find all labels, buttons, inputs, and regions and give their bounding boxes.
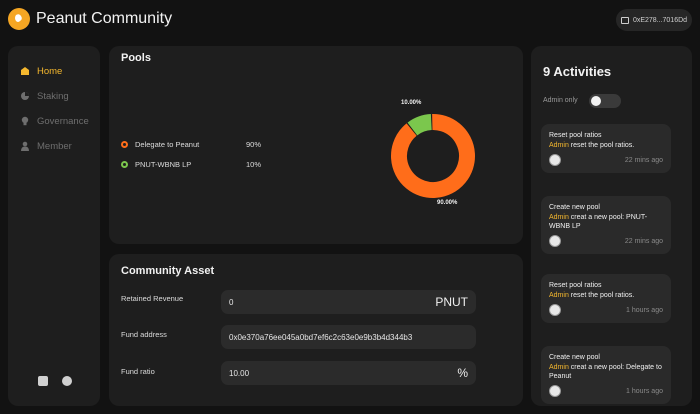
fund-address-label: Fund address [121, 330, 167, 339]
activity-item[interactable]: Create new pool Admin creat a new pool: … [541, 346, 671, 404]
activity-text: reset the pool ratios. [568, 142, 635, 149]
sidebar-item-label: Governance [37, 115, 89, 127]
pools-title: Pools [121, 52, 151, 64]
pool-legend-item: PNUT-WBNB LP 10% [121, 160, 261, 169]
toggle-knob [591, 96, 601, 106]
activity-description: Admin reset the pool ratios. [549, 141, 663, 150]
avatar [549, 154, 561, 166]
pool-legend-item: Delegate to Peanut 90% [121, 140, 261, 149]
retained-revenue-unit: PNUT [435, 295, 468, 309]
sidebar-item-label: Home [37, 65, 63, 77]
pie-label-delegate: 90.00% [437, 200, 458, 206]
app-header: Peanut Community 0xE278...7016Dd [0, 0, 700, 40]
activity-title: Reset pool ratios [549, 132, 602, 139]
activity-time: 22 mins ago [624, 237, 663, 245]
avatar [549, 304, 561, 316]
activity-time: 1 hours ago [626, 306, 663, 314]
admin-only-label: Admin only [543, 97, 578, 104]
admin-only-toggle[interactable] [589, 94, 621, 108]
fund-ratio-label: Fund ratio [121, 367, 155, 376]
social-links [38, 376, 72, 386]
activity-actor: Admin [549, 364, 569, 371]
activity-item[interactable]: Reset pool ratios Admin reset the pool r… [541, 274, 671, 323]
retained-revenue-label: Retained Revenue [121, 294, 184, 303]
activity-time: 22 mins ago [624, 156, 663, 164]
sidebar-item-label: Member [37, 140, 72, 152]
sidebar-item-home[interactable]: Home [20, 64, 62, 78]
fund-ratio-unit: % [457, 366, 468, 380]
pool-color-dot [121, 161, 128, 168]
discord-icon[interactable] [38, 376, 48, 386]
lightbulb-icon [21, 116, 29, 126]
pie-label-lp: 10.00% [401, 100, 422, 106]
user-icon [21, 141, 29, 151]
wallet-address: 0xE278...7016Dd [632, 16, 688, 24]
activity-text: reset the pool ratios. [568, 292, 635, 299]
sidebar-item-member[interactable]: Member [20, 139, 72, 153]
peanut-logo [8, 8, 30, 30]
pie-chart-icon [21, 92, 29, 100]
activity-description: Admin creat a new pool: PNUT-WBNB LP [549, 213, 663, 231]
activity-actor: Admin [549, 214, 569, 221]
activity-item[interactable]: Reset pool ratios Admin reset the pool r… [541, 124, 671, 173]
pool-name: Delegate to Peanut [135, 140, 200, 149]
activity-time: 1 hours ago [626, 387, 663, 395]
activity-title: Create new pool [549, 354, 600, 361]
sidebar-item-governance[interactable]: Governance [20, 114, 89, 128]
activity-text: creat a new pool: PNUT-WBNB LP [549, 214, 648, 230]
activity-description: Admin creat a new pool: Delegate to Pean… [549, 363, 663, 381]
community-asset-title: Community Asset [121, 265, 215, 277]
wallet-button[interactable]: 0xE278...7016Dd [616, 9, 692, 31]
fund-address-field[interactable]: 0x0e370a76ee045a0bd7ef6c2c63e0e9b3b4d344… [221, 325, 476, 349]
pools-card: Pools Delegate to Peanut 90% PNUT-WBNB L… [109, 46, 523, 244]
activity-description: Admin reset the pool ratios. [549, 291, 663, 300]
pool-name: PNUT-WBNB LP [135, 160, 192, 169]
retained-revenue-field[interactable]: 0 PNUT [221, 290, 476, 314]
pools-donut-chart [391, 114, 475, 198]
sidebar: Home Staking Governance Member [8, 46, 100, 406]
fund-ratio-value: 10.00 [229, 368, 250, 378]
wallet-icon [620, 16, 629, 24]
avatar [549, 385, 561, 397]
sidebar-item-label: Staking [37, 90, 69, 102]
home-icon [21, 67, 29, 75]
pool-percent: 10% [246, 160, 262, 169]
activities-title: 9 Activities [543, 64, 612, 79]
twitter-icon[interactable] [62, 376, 72, 386]
pie-slice-delegate [391, 114, 475, 198]
activity-item[interactable]: Create new pool Admin creat a new pool: … [541, 196, 671, 254]
activity-actor: Admin [549, 142, 569, 149]
pool-percent: 90% [246, 140, 262, 149]
activity-text: creat a new pool: Delegate to Peanut [549, 364, 662, 380]
sidebar-item-staking[interactable]: Staking [20, 89, 69, 103]
app-title: Peanut Community [36, 10, 173, 27]
activity-actor: Admin [549, 292, 569, 299]
pool-color-dot [121, 141, 128, 148]
community-asset-card: Community Asset Retained Revenue 0 PNUT … [109, 254, 523, 406]
activity-title: Create new pool [549, 204, 600, 211]
fund-ratio-field[interactable]: 10.00 % [221, 361, 476, 385]
activities-panel: 9 Activities Admin only Reset pool ratio… [531, 46, 692, 406]
fund-address-value: 0x0e370a76ee045a0bd7ef6c2c63e0e9b3b4d344… [229, 332, 413, 342]
activity-title: Reset pool ratios [549, 282, 602, 289]
retained-revenue-value: 0 [229, 297, 234, 307]
avatar [549, 235, 561, 247]
